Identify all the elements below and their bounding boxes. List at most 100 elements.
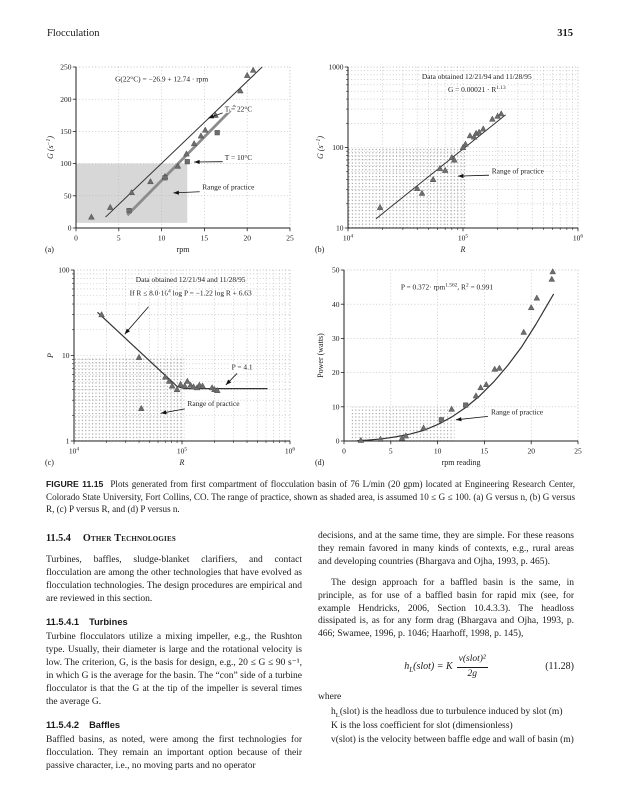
equation-fraction: v(slot)² 2g: [456, 653, 488, 681]
figure-caption-label: FIGURE 11.15: [46, 479, 104, 489]
svg-text:Range of practice: Range of practice: [491, 407, 544, 416]
svg-text:Range of practice: Range of practice: [492, 167, 545, 176]
figure-caption: FIGURE 11.15 Plots generated from first c…: [46, 478, 575, 516]
svg-text:0: 0: [342, 447, 346, 456]
svg-text:Range of practice: Range of practice: [187, 399, 240, 408]
svg-text:Data obtained 12/21/94 and 11/: Data obtained 12/21/94 and 11/28/95: [422, 72, 532, 81]
svg-text:T = 10°C: T = 10°C: [225, 153, 253, 162]
section-title: Other Technologies: [82, 533, 176, 544]
svg-text:R: R: [179, 458, 185, 467]
subsection-title: Baffles: [89, 719, 121, 730]
equation-denominator: 2g: [467, 669, 477, 680]
svg-text:25: 25: [286, 234, 294, 243]
section-body: Turbines, baffles, sludge-blanket clarif…: [46, 554, 302, 604]
svg-text:106: 106: [573, 233, 584, 242]
svg-text:10: 10: [62, 351, 70, 360]
svg-text:200: 200: [60, 95, 72, 104]
svg-text:15: 15: [481, 447, 489, 456]
paragraph: The design approach for a baffled basin …: [318, 577, 574, 640]
svg-text:P = 0.372· rpm1.562, R2 = 0.99: P = 0.372· rpm1.562, R2 = 0.991: [401, 282, 494, 291]
svg-text:(a): (a): [45, 245, 54, 254]
svg-text:20: 20: [527, 447, 535, 456]
svg-text:25: 25: [574, 447, 582, 456]
svg-text:20: 20: [243, 234, 251, 243]
svg-text:5: 5: [389, 447, 393, 456]
paragraph: decisions, and at the same time, they ar…: [318, 531, 574, 567]
running-head-title: Flocculation: [47, 28, 100, 39]
svg-text:104: 104: [69, 446, 80, 455]
svg-text:1000: 1000: [329, 63, 344, 72]
section-heading-11-5-4: 11.5.4 Other Technologies: [46, 532, 302, 546]
chart-d-power-vs-rpm: P = 0.372· rpm1.562, R2 = 0.991 Range of …: [314, 263, 588, 471]
chart-c-p-vs-r: Data obtained 12/21/94 and 11/28/95 If R …: [44, 263, 302, 471]
svg-text:10: 10: [336, 224, 344, 233]
svg-text:30: 30: [332, 334, 340, 343]
svg-text:100: 100: [58, 266, 70, 275]
svg-text:1: 1: [66, 437, 70, 446]
section-number: 11.5.4: [46, 533, 71, 544]
svg-text:If R ≤ 8.0·104 log P = −1.22 l: If R ≤ 8.0·104 log P = −1.22 log R + 6.6…: [130, 288, 252, 297]
svg-text:10: 10: [434, 447, 442, 456]
figure-caption-text: Plots generated from first compartment o…: [46, 479, 575, 515]
right-column: decisions, and at the same time, they ar…: [318, 530, 574, 748]
svg-text:50: 50: [64, 191, 72, 200]
svg-text:15: 15: [201, 234, 209, 243]
equation-lhs: hL(slot) = K: [404, 661, 453, 675]
definition-item: v(slot) is the velocity between baffle e…: [331, 734, 574, 745]
svg-text:T = 22°C: T = 22°C: [225, 104, 253, 113]
svg-text:G(22°C) = −26.9 + 12.74 · rpm: G(22°C) = −26.9 + 12.74 · rpm: [115, 74, 208, 83]
svg-text:P: P: [46, 353, 55, 359]
svg-text:Data obtained 12/21/94 and 11/: Data obtained 12/21/94 and 11/28/95: [136, 275, 246, 284]
subsection-heading-11-5-4-2: 11.5.4.2 Baffles: [46, 719, 302, 732]
equation-11-28: hL(slot) = K v(slot)² 2g (11.28): [318, 653, 574, 681]
running-head: Flocculation 315: [47, 28, 573, 39]
subsection-heading-11-5-4-1: 11.5.4.1 Turbines: [46, 616, 302, 629]
svg-text:G (s−1): G (s−1): [316, 136, 325, 159]
svg-text:Power (watts): Power (watts): [316, 333, 325, 378]
svg-text:P = 4.1: P = 4.1: [232, 363, 253, 372]
subsection-title: Turbines: [89, 616, 128, 627]
svg-text:250: 250: [60, 63, 72, 72]
svg-text:100: 100: [332, 143, 344, 152]
subsection-number: 11.5.4.2: [46, 719, 80, 730]
svg-text:0: 0: [74, 234, 78, 243]
svg-text:20: 20: [332, 368, 340, 377]
subsection-body: Turbine flocculators utilize a mixing im…: [46, 632, 302, 707]
svg-text:0: 0: [336, 437, 340, 446]
svg-text:105: 105: [177, 446, 188, 455]
svg-text:(d): (d): [315, 458, 325, 467]
svg-text:5: 5: [117, 234, 121, 243]
svg-text:105: 105: [458, 233, 469, 242]
svg-text:10: 10: [332, 402, 340, 411]
equation-numerator: v(slot)²: [456, 653, 488, 668]
svg-text:G (s−1): G (s−1): [46, 136, 55, 159]
definition-item: K is the loss coefficient for slot (dime…: [331, 720, 513, 731]
svg-text:(b): (b): [315, 245, 325, 254]
svg-text:rpm: rpm: [177, 245, 191, 254]
page-number: 315: [557, 28, 573, 39]
svg-text:rpm reading: rpm reading: [442, 458, 481, 467]
definition-item: hL(slot) is the headloss due to turbulen…: [331, 706, 563, 719]
svg-text:R: R: [460, 245, 466, 254]
equation-body: hL(slot) = K v(slot)² 2g: [404, 653, 488, 681]
svg-text:(c): (c): [45, 458, 54, 467]
svg-text:50: 50: [332, 266, 340, 275]
svg-text:10: 10: [158, 234, 166, 243]
chart-b-g-vs-r: Data obtained 12/21/94 and 11/28/95 G = 0…: [314, 60, 588, 258]
subsection-number: 11.5.4.1: [46, 616, 80, 627]
equation-number: (11.28): [545, 661, 574, 673]
chart-a-g-vs-rpm: G(22°C) = −26.9 + 12.74 · rpm T = 22°C T =…: [44, 60, 302, 258]
svg-text:40: 40: [332, 300, 340, 309]
svg-text:104: 104: [343, 233, 354, 242]
where-label: where: [318, 692, 342, 703]
svg-text:106: 106: [285, 446, 296, 455]
subsection-body: Baffled basins, as noted, were among the…: [46, 735, 302, 772]
svg-text:150: 150: [60, 127, 72, 136]
left-column: 11.5.4 Other Technologies Turbines, baffl…: [46, 530, 302, 781]
svg-text:0: 0: [68, 224, 72, 233]
svg-text:100: 100: [60, 159, 72, 168]
svg-text:G = 0.00021 · R1.13: G = 0.00021 · R1.13: [448, 85, 506, 94]
svg-text:Range of practice: Range of practice: [202, 183, 255, 192]
definition-list: hL(slot) is the headloss due to turbulen…: [318, 706, 574, 747]
